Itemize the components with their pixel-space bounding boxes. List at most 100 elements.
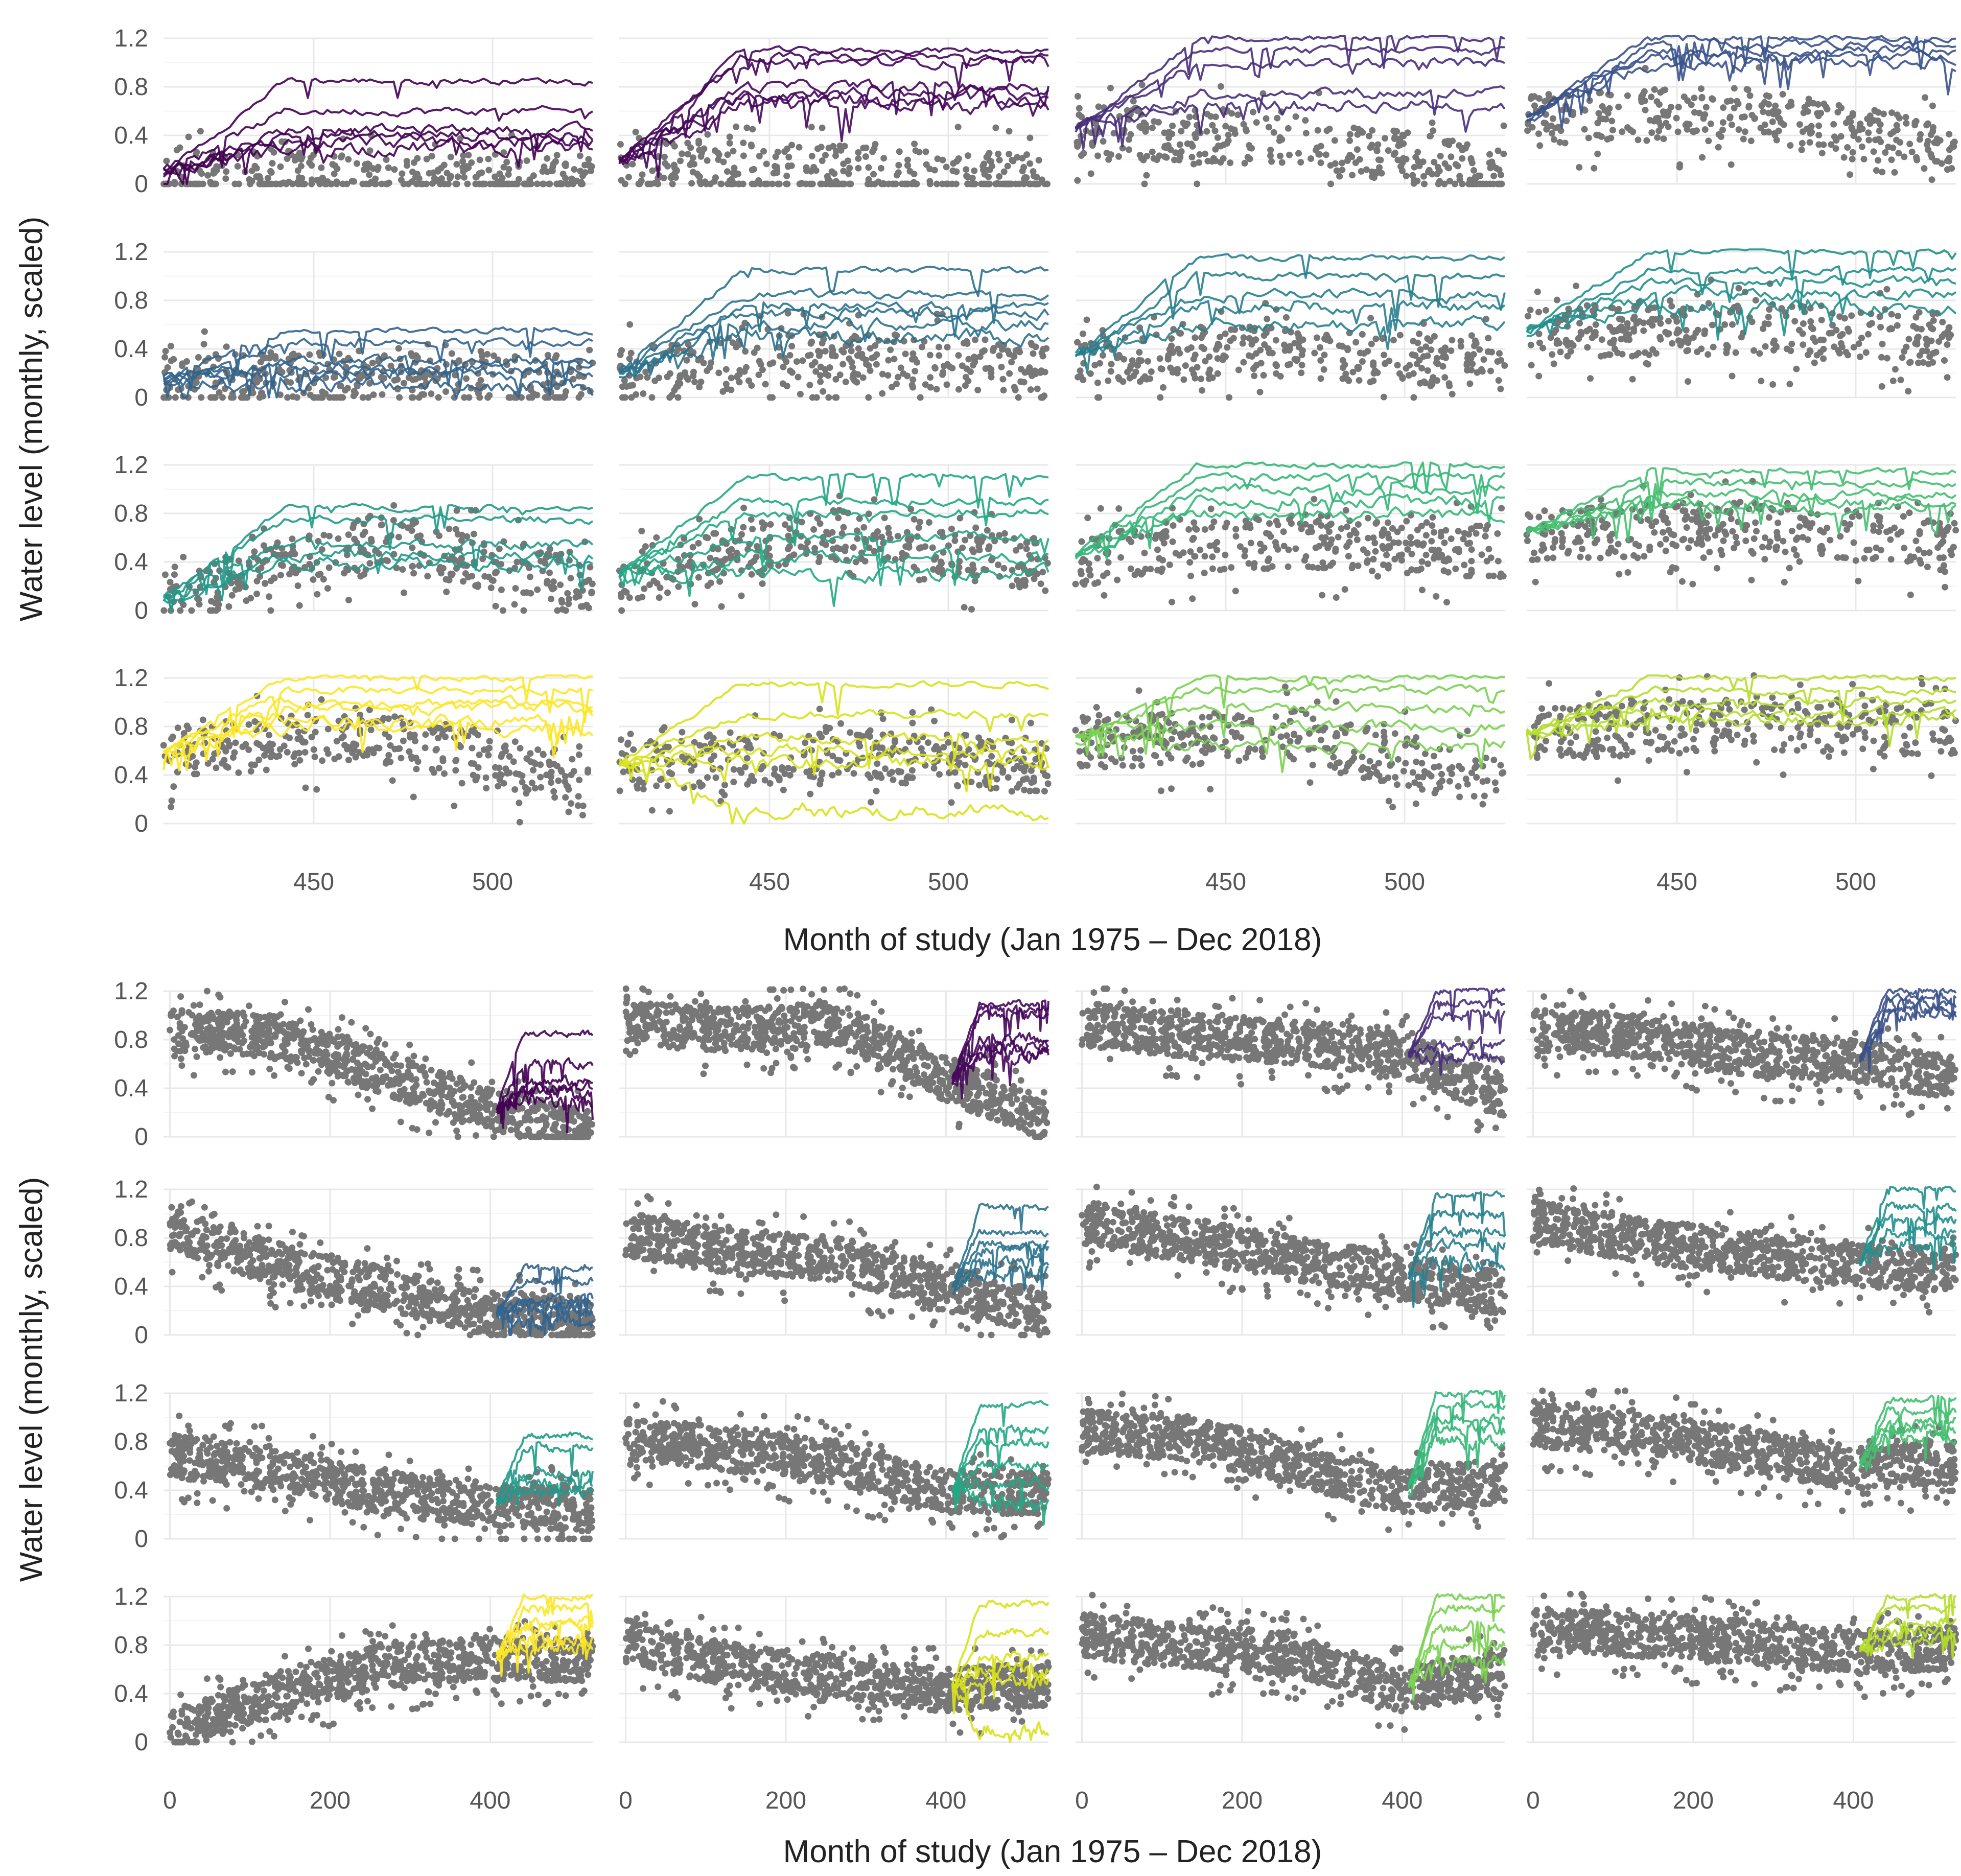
obs-point (855, 149, 862, 156)
obs-point (1934, 544, 1942, 551)
obs-point (1548, 122, 1555, 129)
obs-point (1026, 134, 1034, 142)
obs-point (1695, 535, 1702, 542)
obs-point (1532, 578, 1539, 585)
obs-point (1100, 352, 1106, 359)
obs-point (1016, 583, 1023, 591)
obs-point (262, 355, 269, 362)
obs-point (1148, 368, 1155, 375)
obs-point (1539, 541, 1546, 548)
obs-point (1489, 161, 1496, 168)
obs-point (712, 530, 719, 537)
obs-point (1906, 359, 1913, 366)
obs-point (1366, 132, 1373, 139)
obs-point (1817, 546, 1824, 553)
obs-point (1579, 546, 1586, 552)
obs-point (992, 124, 999, 131)
obs-point (743, 124, 751, 131)
obs-point (1870, 148, 1877, 155)
obs-point (1272, 337, 1279, 344)
obs-point (1374, 573, 1381, 580)
obs-point (429, 729, 436, 736)
obs-point (484, 394, 492, 401)
obs-point (972, 336, 978, 343)
obs-point (292, 750, 299, 757)
obs-point (511, 601, 518, 608)
obs-point (969, 561, 976, 569)
obs-point (744, 738, 751, 745)
obs-point (167, 342, 174, 349)
obs-point (833, 148, 840, 155)
obs-point (308, 176, 315, 183)
obs-point (1379, 532, 1386, 539)
obs-point (407, 731, 413, 738)
obs-point (929, 544, 936, 551)
obs-point (1027, 180, 1034, 187)
obs-point (433, 746, 440, 753)
obs-point (657, 584, 664, 591)
obs-point (1421, 180, 1428, 187)
obs-point (1452, 565, 1459, 572)
obs-point (1585, 554, 1592, 561)
sim-line (1526, 275, 1956, 330)
obs-point (544, 578, 551, 585)
obs-point (1228, 564, 1235, 571)
obs-point (1327, 180, 1334, 187)
obs-point (500, 163, 507, 171)
obs-point (1631, 313, 1638, 320)
obs-point (656, 374, 663, 382)
obs-point (1905, 336, 1912, 343)
obs-point (1668, 302, 1675, 310)
obs-point (1809, 325, 1816, 333)
obs-point (1748, 318, 1756, 325)
obs-point (674, 394, 682, 401)
obs-point (809, 180, 816, 187)
obs-point (179, 362, 186, 369)
obs-point (1594, 536, 1601, 543)
obs-point (704, 774, 711, 781)
obs-point (539, 180, 546, 187)
obs-point (895, 169, 902, 176)
obs-point (1454, 162, 1461, 170)
obs-point (1833, 137, 1840, 144)
obs-point (939, 371, 946, 378)
obs-point (1897, 139, 1904, 146)
obs-point (760, 148, 767, 155)
obs-point (337, 394, 344, 401)
obs-point (772, 163, 779, 170)
obs-point (856, 732, 863, 739)
obs-point (345, 531, 352, 538)
obs-point (385, 164, 392, 171)
obs-point (395, 533, 402, 541)
obs-point (546, 569, 553, 576)
obs-point (943, 163, 950, 171)
obs-point (1368, 340, 1375, 347)
obs-point (385, 734, 392, 741)
obs-point (261, 752, 268, 759)
obs-point (248, 167, 255, 174)
obs-point (555, 777, 562, 784)
obs-point (959, 544, 966, 551)
obs-point (577, 603, 585, 610)
obs-point (1480, 356, 1487, 363)
obs-point (579, 172, 586, 179)
obs-point (1685, 347, 1691, 354)
obs-point (691, 379, 698, 385)
obs-point (404, 524, 411, 531)
obs-point (1459, 147, 1466, 153)
obs-point (503, 158, 510, 166)
obs-point (1274, 114, 1281, 122)
obs-point (1490, 172, 1498, 179)
obs-point (931, 365, 939, 372)
obs-point (1916, 136, 1923, 143)
obs-point (1945, 524, 1952, 531)
obs-point (1683, 524, 1690, 531)
obs-point (1372, 548, 1379, 555)
obs-point (463, 163, 471, 170)
obs-point (869, 148, 876, 155)
obs-point (690, 368, 697, 376)
obs-point (564, 590, 571, 597)
obs-point (589, 580, 596, 588)
obs-point (289, 393, 296, 400)
obs-point (1883, 286, 1890, 293)
